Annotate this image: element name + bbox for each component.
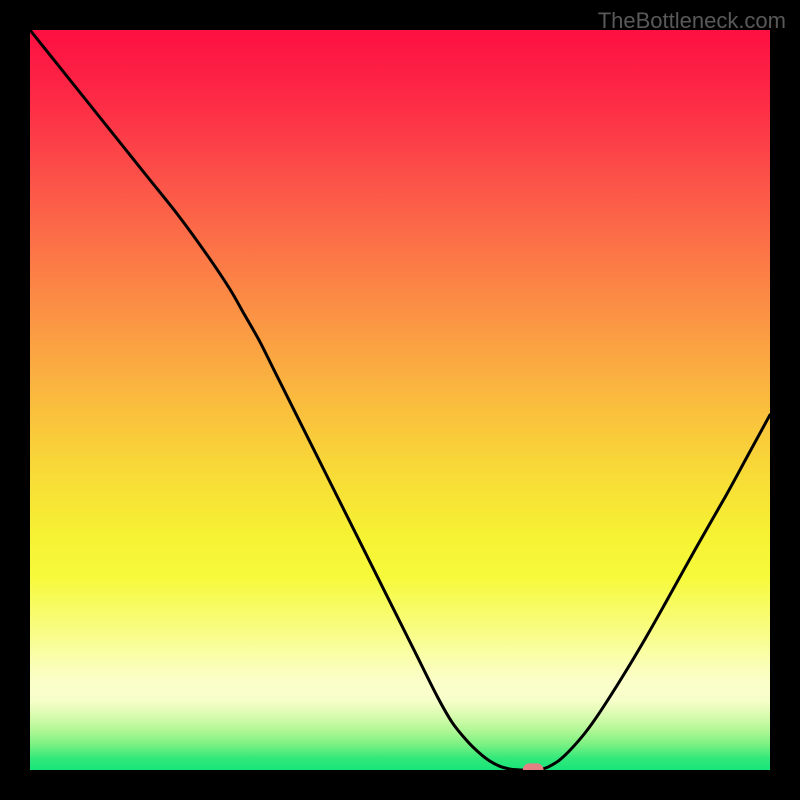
chart-svg [30, 30, 770, 770]
chart-background [30, 30, 770, 770]
bottleneck-chart [30, 30, 770, 770]
